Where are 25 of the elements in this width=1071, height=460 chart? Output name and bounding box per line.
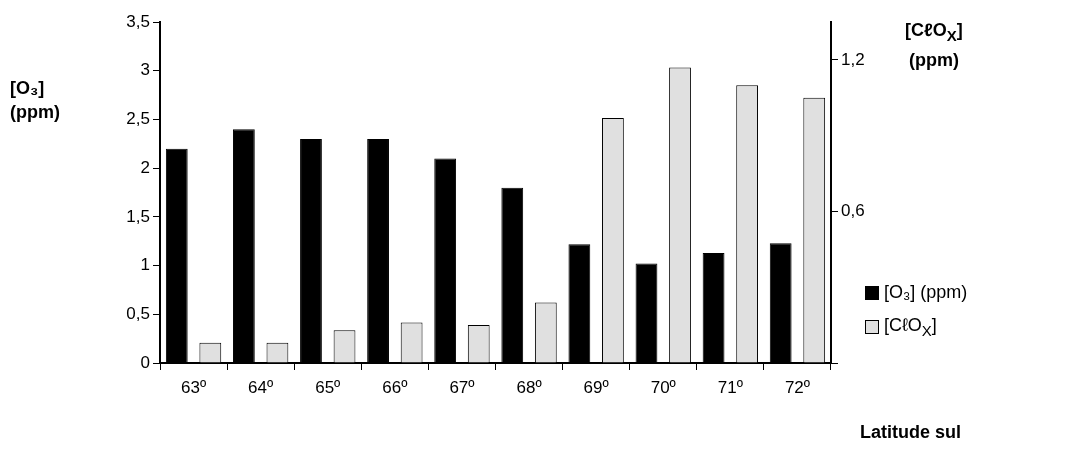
y2-tick-label: 0,6: [841, 201, 865, 221]
y-tick-label: 0: [140, 352, 150, 372]
y-tick-label: 2,5: [126, 109, 150, 129]
x-tick-label: 64º: [248, 377, 274, 397]
legend-label: [O₃] (ppm): [884, 282, 968, 303]
x-axis-title: Latitude sul: [860, 421, 962, 444]
y-tick-label: 1,5: [126, 206, 150, 226]
x-tick-label: 69º: [583, 377, 609, 397]
x-tick-label: 63º: [180, 377, 207, 397]
x-tick-label: 67º: [449, 377, 475, 397]
x-tick-label: 72º: [784, 377, 811, 397]
x-tick-label: 66º: [382, 377, 408, 397]
x-tick-label: 71º: [717, 377, 743, 397]
legend-label: [CℓO$_{X}$]: [884, 315, 937, 339]
y-tick-label: 0,5: [126, 303, 150, 323]
y-tick-label: 3: [140, 60, 150, 80]
y-tick-label: 1: [140, 255, 150, 275]
y-axis-title: [O₃] (ppm): [10, 77, 60, 124]
x-tick-label: 70º: [650, 377, 676, 397]
y2-axis-title: [CℓO$_{X}$] (ppm): [905, 19, 963, 72]
y-tick-label: 2: [140, 157, 150, 177]
y-tick-label: 3,5: [126, 11, 150, 31]
x-tick-label: 68º: [516, 377, 542, 397]
y2-tick-label: 1,2: [841, 49, 865, 69]
x-tick-label: 65º: [315, 377, 341, 397]
